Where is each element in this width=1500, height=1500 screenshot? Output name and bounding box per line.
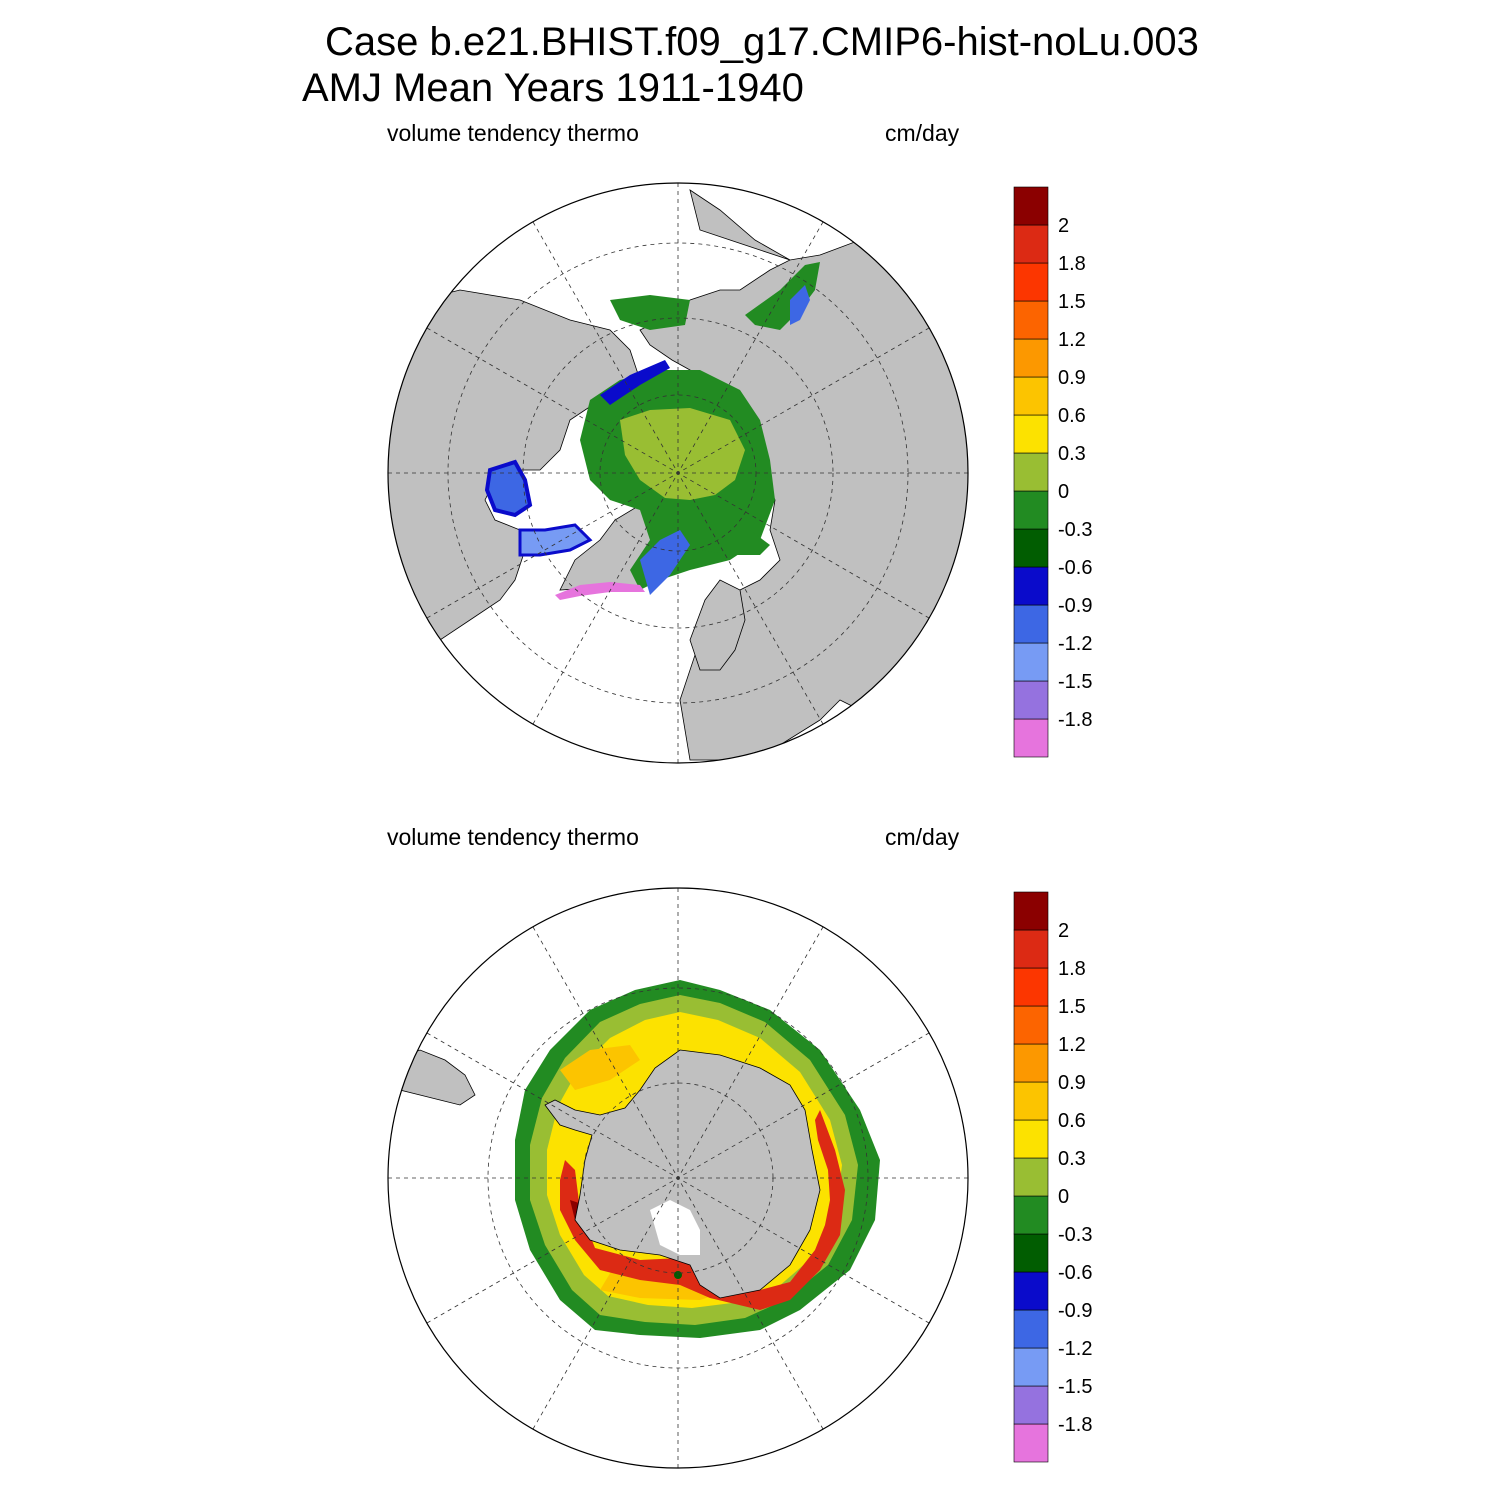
north-units-label: cm/day	[885, 120, 960, 146]
south-colorbar-tick-label: 0.3	[1058, 1148, 1086, 1170]
north-colorbar-tick-label: -1.8	[1058, 709, 1092, 731]
north-ice-okhotsk	[745, 262, 820, 330]
south-map-border	[387, 887, 969, 1469]
south-land-south-america	[394, 1049, 476, 1106]
south-colorbar-tick-label: -1.5	[1058, 1376, 1092, 1398]
south-colorbar-tick-label: 0.9	[1058, 1072, 1086, 1094]
north-variable-label: volume tendency thermo	[387, 120, 639, 146]
north-colorbar-swatch	[1013, 262, 1049, 302]
south-colorbar-tick-label: 1.5	[1058, 996, 1086, 1018]
north-colorbar-swatch	[1013, 300, 1049, 340]
north-colorbar-swatch	[1013, 566, 1049, 606]
south-colorbar-swatch	[1013, 1081, 1049, 1121]
north-ice-okhotsk-blue	[790, 285, 810, 325]
south-colorbar-swatch	[1013, 1385, 1049, 1425]
north-colorbar-swatch	[1013, 224, 1049, 264]
north-ice-hudson	[484, 459, 533, 518]
north-colorbar-swatch	[1013, 528, 1049, 568]
south-ice-red-edge	[560, 1110, 845, 1310]
north-colorbar-tick-label: 0.6	[1058, 405, 1086, 427]
north-ice-light-green	[620, 408, 745, 500]
south-colorbar-swatch	[1013, 1423, 1049, 1463]
north-colorbar-tick-label: 2	[1058, 215, 1069, 237]
north-colorbar-tick-label: 0.9	[1058, 367, 1086, 389]
north-ice-blue-edge	[600, 360, 670, 405]
south-graticule	[388, 888, 968, 1468]
north-ice-bering	[610, 295, 690, 330]
north-ice-baffin	[518, 523, 593, 557]
south-colorbar-swatch	[1013, 1309, 1049, 1349]
south-colorbar-tick-label: 1.8	[1058, 958, 1086, 980]
south-colorbar-tick-label: -1.2	[1058, 1338, 1092, 1360]
north-colorbar-swatch	[1013, 376, 1049, 416]
south-colorbar-swatch	[1013, 929, 1049, 969]
south-colorbar-tick-label: 1.2	[1058, 1034, 1086, 1056]
south-colorbar-tick-label: 0.6	[1058, 1110, 1086, 1132]
south-ice-shelf-ross	[650, 1200, 700, 1255]
south-colorbar-swatch	[1013, 1157, 1049, 1197]
north-colorbar-swatch	[1013, 642, 1049, 682]
figure-title-case: Case b.e21.BHIST.f09_g17.CMIP6-hist-noLu…	[325, 20, 1199, 64]
north-colorbar-tick-label: 1.5	[1058, 291, 1086, 313]
south-colorbar-swatch	[1013, 1271, 1049, 1311]
south-colorbar: -1.8 -1.5 -1.2 -0.9 -0.6 -0.3 0 0.3 0.6 0.9 1.2 1.5…	[1013, 891, 1092, 1463]
south-ice-gold-2	[560, 1045, 640, 1090]
south-colorbar-tick-label: 0	[1058, 1186, 1069, 1208]
north-map-border	[387, 182, 969, 764]
north-colorbar: -1.8 -1.5 -1.2 -0.9 -0.6 -0.3 0 0.3 0.6 0.9 1.2 1.5…	[1013, 186, 1092, 758]
north-colorbar-tick-label: 1.8	[1058, 253, 1086, 275]
south-colorbar-swatch	[1013, 1119, 1049, 1159]
south-variable-label: volume tendency thermo	[387, 824, 639, 850]
north-land-scandinavia	[689, 579, 746, 671]
north-colorbar-swatch	[1013, 414, 1049, 454]
north-graticule	[388, 183, 968, 763]
south-colorbar-tick-label: 2	[1058, 920, 1069, 942]
north-colorbar-swatch	[1013, 186, 1049, 226]
south-colorbar-swatch	[1013, 1043, 1049, 1083]
south-colorbar-tick-label: -1.8	[1058, 1414, 1092, 1436]
north-colorbar-swatch	[1013, 490, 1049, 530]
south-colorbar-tick-label: -0.6	[1058, 1262, 1092, 1284]
north-colorbar-tick-label: -0.6	[1058, 557, 1092, 579]
south-colorbar-swatch	[1013, 1233, 1049, 1273]
south-colorbar-swatch	[1013, 891, 1049, 931]
south-colorbar-swatch	[1013, 1347, 1049, 1387]
north-colorbar-swatch	[1013, 718, 1049, 758]
north-colorbar-tick-label: 0	[1058, 481, 1069, 503]
south-land-antarctica	[544, 1049, 821, 1299]
north-colorbar-tick-label: -1.2	[1058, 633, 1092, 655]
north-colorbar-swatch	[1013, 680, 1049, 720]
north-colorbar-swatch	[1013, 452, 1049, 492]
north-colorbar-tick-label: 1.2	[1058, 329, 1086, 351]
north-colorbar-swatch	[1013, 338, 1049, 378]
north-colorbar-tick-label: 0.3	[1058, 443, 1086, 465]
north-colorbar-tick-label: -0.9	[1058, 595, 1092, 617]
figure-title-period: AMJ Mean Years 1911-1940	[302, 66, 804, 110]
north-colorbar-swatch	[1013, 604, 1049, 644]
north-colorbar-tick-label: -1.5	[1058, 671, 1092, 693]
south-colorbar-tick-label: -0.3	[1058, 1224, 1092, 1246]
south-colorbar-swatch	[1013, 967, 1049, 1007]
north-ice-pink-edge	[555, 582, 645, 600]
south-units-label: cm/day	[885, 824, 960, 850]
north-colorbar-tick-label: -0.3	[1058, 519, 1092, 541]
south-colorbar-swatch	[1013, 1005, 1049, 1045]
north-polar-map	[387, 182, 969, 764]
south-colorbar-swatch	[1013, 1195, 1049, 1235]
south-polar-map	[387, 887, 969, 1469]
south-colorbar-tick-label: -0.9	[1058, 1300, 1092, 1322]
north-ice-blue-edge-2	[640, 530, 690, 595]
